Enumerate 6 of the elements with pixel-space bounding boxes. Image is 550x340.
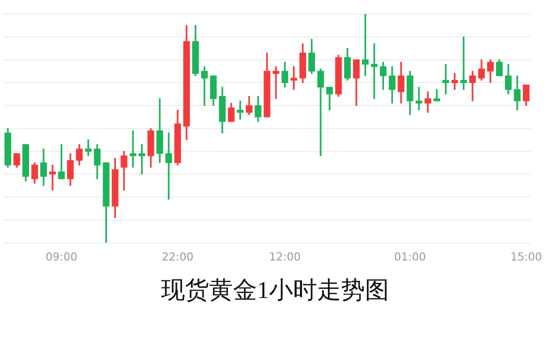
x-tick-label: 12:00 — [269, 250, 301, 264]
x-tick-label: 01:00 — [394, 250, 426, 264]
x-tick-label: 15:00 — [510, 250, 542, 264]
x-tick-label: 09:00 — [46, 250, 78, 264]
x-tick-label: 22:00 — [162, 250, 194, 264]
text: 现货黄金1小时走势图 — [160, 277, 390, 306]
